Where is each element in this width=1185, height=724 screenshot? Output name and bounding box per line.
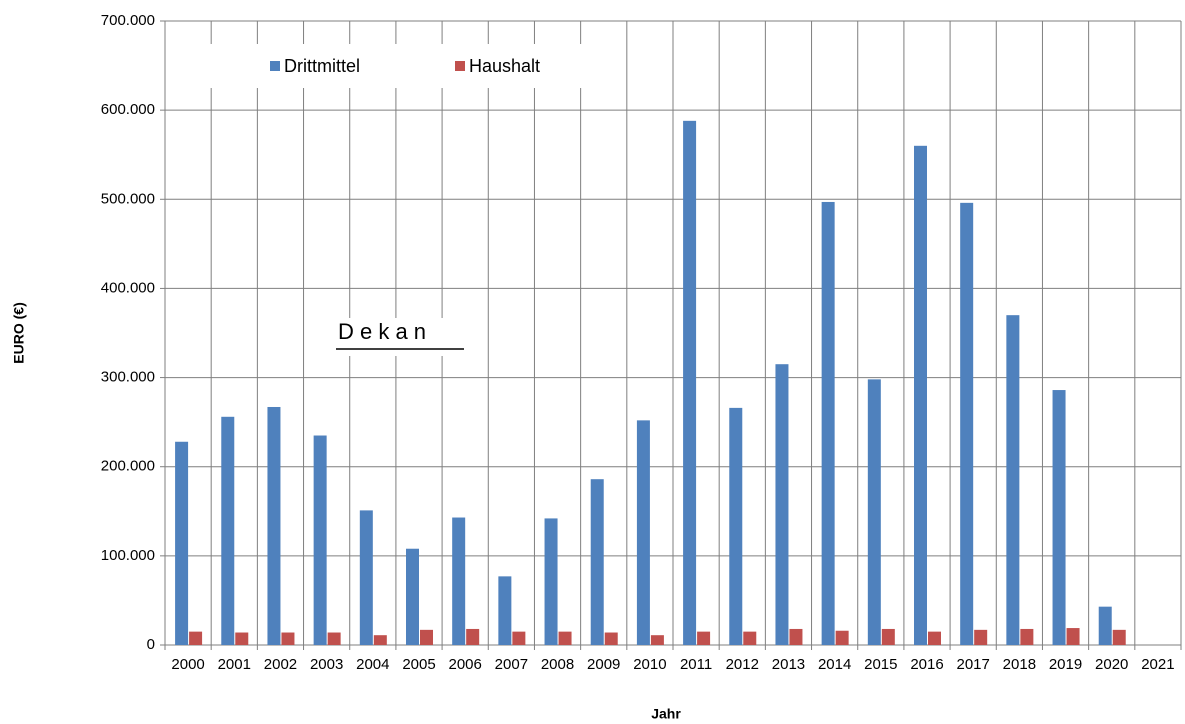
bar <box>359 510 373 645</box>
x-tick-label: 2009 <box>587 656 620 673</box>
bar <box>636 420 650 645</box>
bar <box>452 517 466 645</box>
x-tick-label: 2013 <box>772 656 805 673</box>
bar <box>1020 628 1034 645</box>
bar <box>775 364 789 645</box>
x-tick-label: 2014 <box>818 656 851 673</box>
bar <box>558 631 572 645</box>
x-tick-label: 2019 <box>1049 656 1082 673</box>
bar <box>175 441 189 645</box>
y-tick-label: 300.000 <box>101 369 155 386</box>
bar <box>1052 390 1066 645</box>
bar <box>729 407 743 645</box>
y-tick-label: 600.000 <box>101 101 155 118</box>
labels: 0 100.000 200.000 300.000 400.000 500.000 600.… <box>101 12 1175 673</box>
bar <box>498 576 512 645</box>
x-tick-label: 2006 <box>448 656 481 673</box>
bar <box>327 632 341 645</box>
y-tick-label: 100.000 <box>101 547 155 564</box>
x-tick-label: 2017 <box>956 656 989 673</box>
x-tick-label: 2007 <box>495 656 528 673</box>
x-tick-label: 2001 <box>218 656 251 673</box>
x-tick-label: 2018 <box>1003 656 1036 673</box>
bar <box>267 406 281 645</box>
bar <box>189 631 203 645</box>
x-tick-label: 2000 <box>171 656 204 673</box>
x-tick-label: 2002 <box>264 656 297 673</box>
legend-swatch <box>270 61 280 71</box>
bar <box>960 202 974 645</box>
bar <box>928 631 941 645</box>
bar <box>466 628 480 645</box>
bar <box>743 631 757 645</box>
bar <box>512 631 526 645</box>
bar <box>821 201 835 645</box>
bar <box>835 630 849 645</box>
bar <box>221 416 235 645</box>
bar <box>650 635 664 645</box>
y-tick-label: 200.000 <box>101 458 155 475</box>
bar <box>281 632 295 645</box>
bar <box>604 632 618 645</box>
legend-background <box>205 44 585 88</box>
bar <box>914 145 927 646</box>
y-tick-label: 0 <box>147 636 155 653</box>
x-tick-label: 2010 <box>633 656 666 673</box>
x-tick-label: 2003 <box>310 656 343 673</box>
bar <box>683 120 697 646</box>
y-tick-label: 700.000 <box>101 12 155 29</box>
x-tick-label: 2015 <box>864 656 897 673</box>
bar <box>881 628 895 645</box>
grid <box>160 20 1182 650</box>
y-tick-label: 400.000 <box>101 279 155 296</box>
x-tick-label: 2008 <box>541 656 574 673</box>
x-tick-label: 2005 <box>402 656 435 673</box>
x-axis-label: Jahr <box>651 706 681 722</box>
bar <box>1006 315 1020 645</box>
bar <box>590 479 604 645</box>
bar <box>313 435 327 645</box>
bar <box>974 629 988 645</box>
bar <box>235 632 249 645</box>
bar <box>789 628 803 645</box>
bar <box>1112 629 1126 645</box>
x-tick-label: 2004 <box>356 656 389 673</box>
x-tick-label: 2012 <box>726 656 759 673</box>
x-tick-label: 2011 <box>680 656 712 673</box>
x-tick-label: 2021 <box>1141 656 1174 673</box>
x-tick-label: 2020 <box>1095 656 1128 673</box>
bar <box>697 631 711 645</box>
y-tick-label: 500.000 <box>101 190 155 207</box>
bar <box>544 518 558 645</box>
legend-label: Haushalt <box>469 56 540 76</box>
legend-label: Drittmittel <box>284 56 360 76</box>
legend-swatch <box>455 61 465 71</box>
bars <box>175 120 1126 646</box>
x-tick-label: 2016 <box>910 656 943 673</box>
y-axis-label: EURO (€) <box>11 302 27 363</box>
bar <box>420 629 433 645</box>
bar <box>406 548 419 645</box>
bar <box>867 379 881 645</box>
bar <box>1066 628 1080 645</box>
annotation: D e k a n <box>338 319 426 344</box>
bar <box>1098 606 1112 645</box>
bar <box>373 635 387 645</box>
